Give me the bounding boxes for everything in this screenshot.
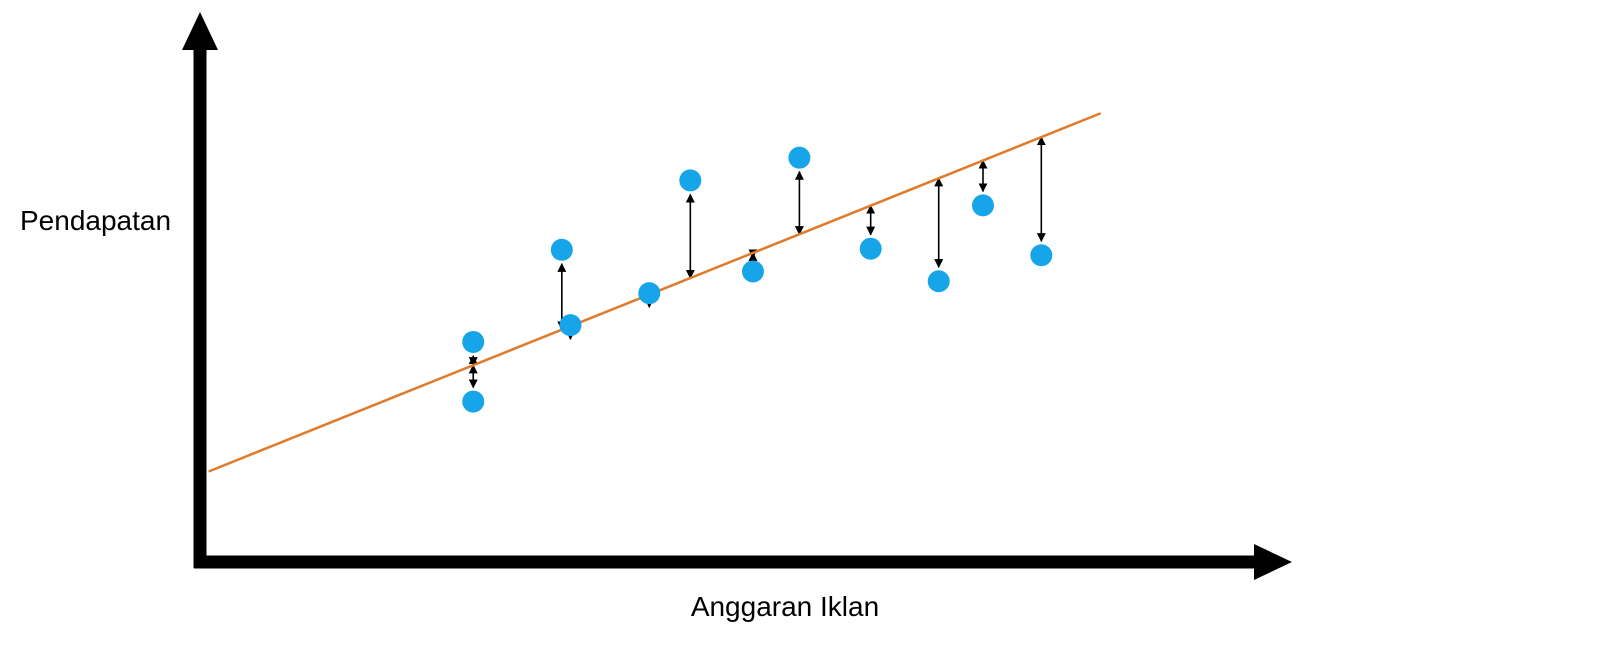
x-axis-arrowhead — [1254, 544, 1292, 580]
data-point — [638, 282, 661, 305]
data-point — [1030, 244, 1053, 267]
data-point — [462, 390, 485, 413]
data-points — [462, 146, 1053, 413]
y-axis-arrowhead — [182, 12, 218, 50]
residual-arrows — [468, 136, 1046, 389]
y-axis-label: Pendapatan — [20, 205, 171, 236]
data-point — [550, 238, 573, 261]
data-point — [788, 146, 811, 169]
data-point — [741, 260, 764, 283]
data-point — [679, 169, 702, 192]
data-point — [559, 314, 582, 337]
data-point — [462, 330, 485, 353]
data-point — [927, 270, 950, 293]
data-point — [972, 194, 994, 217]
data-point — [859, 237, 882, 260]
x-axis-label: Anggaran Iklan — [691, 591, 879, 622]
